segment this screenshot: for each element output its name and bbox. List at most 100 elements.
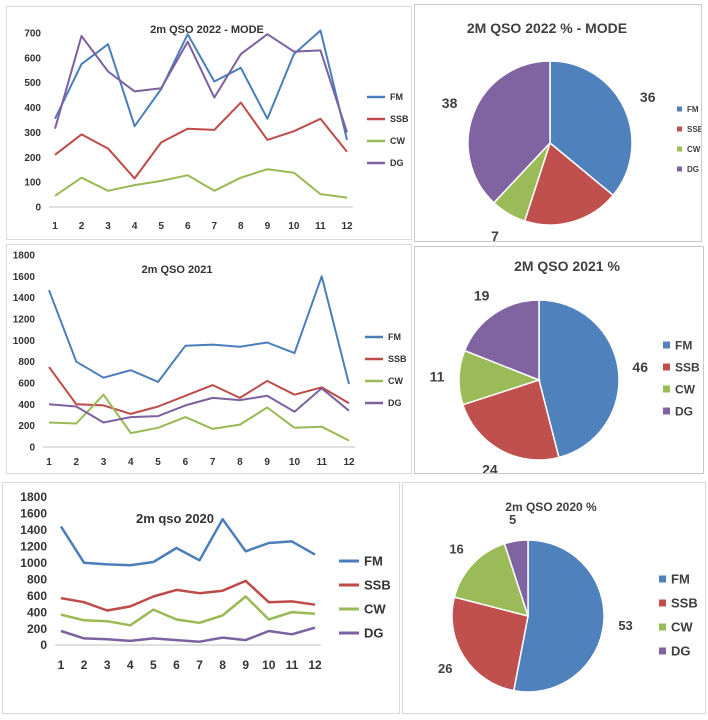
x-tick-label: 2 (81, 658, 88, 672)
pie-slice-ssb (461, 379, 560, 461)
chart-title: 2m QSO 2022 - MODE (150, 24, 264, 36)
x-tick-label: 5 (158, 221, 164, 232)
x-tick-label: 7 (211, 221, 217, 232)
legend-label-ssb: SSB (687, 125, 701, 134)
x-tick-label: 12 (308, 658, 322, 672)
x-tick-label: 6 (185, 221, 191, 232)
legend-label-dg: DG (687, 165, 699, 174)
legend-label-ssb: SSB (364, 578, 391, 593)
x-tick-label: 12 (343, 457, 355, 468)
x-tick-label: 11 (316, 457, 327, 468)
legend-label-cw: CW (364, 602, 386, 617)
line-chart-2021-panel: 0 200 400 600 800 1000 1200 1400 1600 1800 1 2 3 4 5 6 7… (6, 244, 412, 474)
legend-swatch-cw (663, 385, 670, 393)
legend-label-dg: DG (390, 158, 404, 168)
legend-label-ssb: SSB (390, 114, 409, 124)
x-tick-label: 5 (155, 457, 161, 468)
chart-title: 2M QSO 2022 % - MODE (467, 20, 627, 36)
chart-title: 2m QSO 2020 % (505, 500, 597, 514)
pie-slice-fm (549, 60, 633, 197)
legend-label-fm: FM (675, 338, 692, 352)
x-tick-label: 6 (183, 457, 189, 468)
series-line-cw (60, 595, 316, 627)
chart-title: 2m qso 2020 (136, 511, 214, 526)
x-tick-label: 10 (289, 457, 301, 468)
y-tick-label: 200 (18, 421, 35, 432)
x-tick-label: 2 (79, 221, 85, 232)
data-label-dg: 5 (509, 512, 516, 527)
pie-slice-dg (463, 299, 540, 382)
y-tick-label: 400 (24, 103, 41, 114)
x-tick-label: 4 (127, 658, 134, 672)
x-tick-label: 9 (264, 457, 270, 468)
x-tick-label: 5 (150, 658, 157, 672)
legend-swatch-dg (659, 647, 666, 655)
legend-label-fm: FM (388, 332, 401, 342)
pie-slice-fm (512, 539, 605, 693)
data-label-dg: 38 (442, 95, 458, 111)
y-tick-label: 1400 (13, 293, 36, 304)
data-label-ssb: 24 (482, 461, 498, 473)
series-line-dg (60, 626, 316, 643)
pie-chart-2021-panel: 2M QSO 2021 % 46 24 11 19 FM SSB CW DG (414, 246, 704, 474)
pie-chart-2022: 2M QSO 2022 % - MODE 36 19 7 38 FM SSB CW DG (442, 20, 701, 241)
y-tick-label: 200 (27, 622, 47, 636)
x-tick-label: 4 (132, 221, 138, 232)
x-tick-label: 7 (210, 457, 216, 468)
y-tick-label: 500 (24, 78, 41, 89)
x-tick-label: 10 (262, 658, 276, 672)
y-tick-label: 1800 (13, 251, 36, 262)
y-tick-label: 1200 (20, 540, 47, 554)
series-line-dg (48, 387, 350, 424)
pie-chart-2020-panel: 2m QSO 2020 % 53 26 16 5 FM SSB CW DG (402, 482, 706, 714)
y-tick-label: 0 (29, 443, 35, 454)
data-label-cw: 16 (449, 541, 463, 556)
y-tick-label: 700 (24, 29, 41, 40)
pie-chart-2021: 2M QSO 2021 % 46 24 11 19 FM SSB CW DG (430, 258, 700, 473)
legend-swatch-fm (663, 341, 670, 349)
chart-title: 2M QSO 2021 % (514, 258, 620, 274)
x-tick-label: 4 (128, 457, 134, 468)
data-label-cw: 7 (491, 228, 499, 241)
legend-label-cw: CW (687, 145, 701, 154)
legend-swatch-ssb (659, 599, 666, 607)
legend-swatch-fm (659, 575, 666, 583)
legend-swatch-dg (663, 407, 670, 415)
x-tick-label: 11 (286, 658, 299, 672)
legend-label-fm: FM (671, 572, 690, 587)
x-tick-label: 1 (52, 221, 58, 232)
legend-label-fm: FM (390, 92, 403, 102)
data-label-fm: 53 (618, 618, 632, 633)
x-tick-label: 1 (58, 658, 65, 672)
series-line-fm (59, 517, 316, 567)
pie-chart-2022-panel: 2M QSO 2022 % - MODE 36 19 7 38 FM SSB CW DG (414, 4, 702, 242)
series-line-ssb (60, 579, 316, 612)
y-tick-label: 1800 (20, 490, 47, 504)
series-line-cw (54, 168, 348, 199)
x-tick-label: 9 (242, 658, 249, 672)
y-tick-label: 0 (35, 203, 41, 214)
y-tick-label: 100 (24, 178, 41, 189)
x-tick-label: 12 (341, 221, 353, 232)
pie-slice-dg (467, 60, 551, 204)
x-tick-label: 8 (219, 658, 226, 672)
y-tick-label: 0 (40, 638, 47, 652)
x-tick-label: 9 (265, 221, 271, 232)
x-tick-label: 1 (46, 457, 52, 468)
y-tick-label: 800 (18, 357, 35, 368)
x-tick-label: 11 (315, 221, 326, 232)
legend-label-fm: FM (364, 554, 383, 569)
series-line-fm (48, 275, 350, 385)
legend-label-ssb: SSB (675, 360, 700, 374)
x-tick-label: 3 (105, 221, 111, 232)
data-label-ssb: 26 (438, 661, 452, 676)
series-line-fm (54, 29, 348, 141)
pie-slice-fm (538, 299, 620, 459)
series-line-dg (54, 33, 348, 133)
y-tick-label: 400 (27, 605, 47, 619)
x-tick-label: 3 (101, 457, 107, 468)
legend-label-cw: CW (671, 620, 693, 635)
data-label-cw: 11 (430, 369, 445, 385)
